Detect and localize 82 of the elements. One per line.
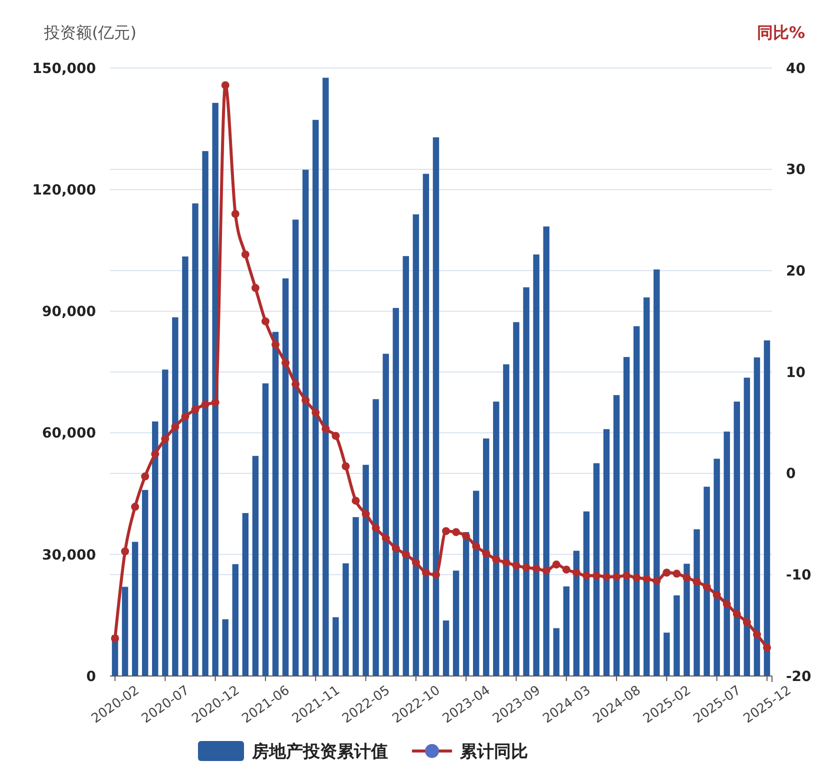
bar (432, 137, 440, 676)
bar (332, 617, 339, 676)
bar (533, 254, 540, 676)
bar (553, 628, 560, 676)
bar (734, 402, 740, 676)
bar (644, 297, 650, 676)
bar (342, 563, 349, 676)
bar (402, 256, 410, 676)
bar (513, 322, 520, 676)
bar (664, 632, 670, 676)
bar (392, 308, 399, 676)
bar (684, 564, 690, 676)
y2-tick-label: 0 (786, 466, 796, 482)
bar (282, 278, 289, 676)
bar (302, 170, 309, 676)
bar (694, 529, 700, 676)
bar (412, 214, 420, 676)
bar (372, 399, 379, 676)
bar (764, 340, 770, 676)
bar (714, 458, 720, 676)
y-tick-label: 150,000 (32, 60, 96, 77)
bar (452, 570, 460, 676)
bar (754, 357, 760, 676)
bar (744, 378, 750, 676)
bar (442, 620, 450, 676)
bar (232, 564, 238, 676)
bar (523, 287, 530, 676)
y2-tick-label: -20 (786, 668, 812, 685)
y2-tick-label: 30 (786, 162, 806, 178)
bar (152, 421, 158, 676)
bar (603, 429, 610, 676)
bar (362, 464, 369, 676)
bar (503, 364, 510, 676)
bar (132, 542, 138, 676)
y-tick-label: 60,000 (42, 426, 96, 442)
y2-tick-label: 20 (786, 264, 806, 280)
y-tick-label: 30,000 (42, 547, 96, 564)
bar (593, 463, 600, 676)
bar (142, 490, 148, 676)
bar (472, 490, 480, 676)
bar (563, 586, 570, 676)
bar (272, 332, 279, 676)
bar (674, 595, 680, 676)
legend-label: 房地产投资累计值 (251, 742, 388, 762)
bar (583, 511, 590, 676)
bar (483, 438, 490, 676)
bar (352, 517, 359, 676)
y2-tick-label: -10 (786, 568, 812, 584)
bar (182, 256, 188, 676)
bar (613, 395, 620, 676)
bar (704, 486, 710, 676)
bar (222, 619, 228, 676)
bar (382, 354, 389, 676)
bar (172, 317, 178, 676)
bar (573, 550, 580, 676)
y-tick-label: 90,000 (42, 304, 96, 320)
bar (312, 120, 319, 676)
bar (633, 326, 640, 676)
y2-axis-title: 同比% (756, 23, 805, 42)
bar (122, 586, 128, 676)
bar (654, 269, 660, 676)
bar (252, 456, 259, 676)
y-tick-label: 0 (86, 668, 96, 685)
bar (462, 532, 470, 676)
bar (162, 370, 168, 676)
bar (242, 513, 249, 676)
bar (724, 432, 730, 676)
bar (493, 402, 500, 676)
y-axis-title: 投资额(亿元) (43, 23, 136, 42)
bar (192, 203, 198, 676)
bar (202, 151, 208, 676)
bar (543, 226, 550, 676)
y-tick-label: 120,000 (32, 182, 96, 198)
legend-label: 累计同比 (459, 742, 528, 762)
y2-tick-label: 40 (786, 60, 806, 77)
bar (422, 174, 430, 676)
y2-tick-label: 10 (786, 364, 806, 381)
bar (262, 383, 269, 676)
bar (322, 78, 329, 676)
bar (212, 102, 218, 676)
bar (292, 220, 299, 676)
bar (623, 357, 630, 676)
